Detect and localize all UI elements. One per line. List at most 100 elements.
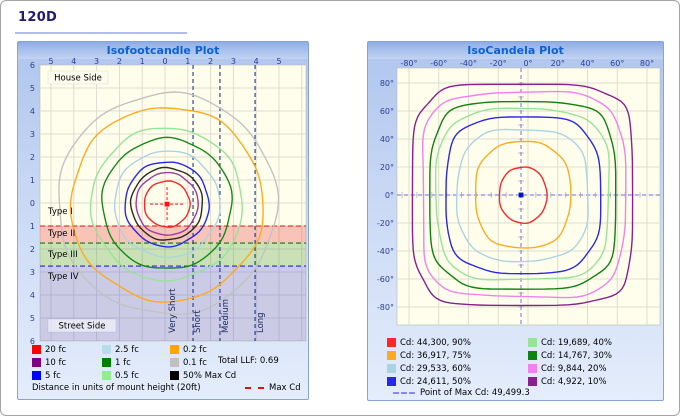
legend-item: 20 fc — [32, 344, 66, 355]
legend-item: 1 fc — [102, 357, 131, 368]
street-side-label: Street Side — [59, 322, 106, 332]
x-tick-label: 80° — [640, 59, 654, 68]
y-tick-label: 3 — [30, 130, 35, 139]
isofootcandle-panel-title: Isofootcandle Plot — [18, 42, 308, 59]
contour-30pct — [429, 100, 617, 290]
contour-1-fc — [101, 136, 233, 269]
legend-swatch — [528, 377, 537, 386]
contour-10-fc — [135, 171, 199, 236]
legend-item: Cd: 44,300, 90% — [387, 337, 471, 348]
legend-item: 50% Max Cd — [170, 370, 236, 381]
legend-label: Cd: 4,922, 10% — [541, 376, 607, 387]
legend-label: Cd: 44,300, 90% — [400, 337, 471, 348]
page-title: 120D — [18, 10, 58, 25]
y-tick-label: 5 — [30, 314, 35, 323]
y-tick-label: 0° — [385, 191, 394, 200]
y-tick-label: 3 — [30, 268, 35, 277]
total-llf-value: Total LLF: 0.69 — [218, 356, 279, 366]
contour-20pct — [422, 90, 627, 299]
y-tick-label: 5 — [30, 84, 35, 93]
throw-zone-label: Medium — [221, 299, 231, 333]
legend-label: Cd: 14,767, 30% — [541, 350, 612, 361]
contour-50pct — [445, 116, 602, 275]
house-side-box — [47, 70, 109, 85]
legend-swatch — [102, 371, 111, 380]
x-tick-label: 2 — [117, 57, 122, 66]
legend-item: Cd: 24,611, 50% — [387, 376, 471, 387]
legend-label: 0.1 fc — [183, 357, 207, 368]
y-tick-label: 2 — [30, 153, 35, 162]
contour-90pct — [498, 166, 548, 224]
y-tick-label: 1 — [30, 222, 35, 231]
y-tick-label: 4 — [30, 291, 35, 300]
isofootcandle-legend: Total LLF: 0.69 Distance in units of mou… — [18, 342, 308, 398]
contour-0.2-fc — [69, 107, 264, 303]
y-tick-label: 40° — [380, 135, 394, 144]
legend-swatch — [170, 371, 179, 380]
distance-units-note: Distance in units of mount height (20ft) — [32, 383, 201, 393]
isocandela-contours — [411, 83, 634, 307]
legend-label: Cd: 19,689, 40% — [541, 337, 612, 348]
y-tick-label: 6 — [30, 61, 35, 70]
contour-60pct — [455, 128, 589, 263]
isofootcandle-chart: House Side Street Side Type I Type II Type I… — [30, 57, 307, 346]
point-of-max-cd-dash-sample — [393, 392, 415, 394]
x-tick-label: 60° — [610, 59, 624, 68]
y-tick-label: -60° — [377, 275, 394, 284]
legend-swatch — [528, 338, 537, 347]
street-side-box — [47, 318, 117, 333]
max-cd-marker — [164, 201, 170, 207]
x-tick-label: -40° — [460, 59, 477, 68]
house-side-label: House Side — [54, 74, 102, 84]
isofootcandle-contours — [58, 91, 280, 315]
x-tick-label: 20° — [551, 59, 565, 68]
throw-zone-label: Long — [256, 312, 266, 333]
max-cd-dash-sample — [245, 387, 264, 389]
contour-0.1-fc — [58, 91, 280, 315]
legend-swatch — [102, 345, 111, 354]
x-tick-label: 40° — [580, 59, 594, 68]
legend-label: 0.2 fc — [183, 344, 207, 355]
legend-swatch — [387, 351, 396, 360]
contour-10pct — [411, 83, 634, 307]
legend-item: 0.1 fc — [170, 357, 207, 368]
legend-swatch — [170, 358, 179, 367]
legend-label: 1 fc — [115, 357, 131, 368]
x-tick-label: 3 — [94, 57, 99, 66]
contour-50-max-cd — [129, 166, 204, 241]
legend-swatch — [102, 358, 111, 367]
x-tick-label: 1 — [185, 57, 190, 66]
legend-swatch — [170, 345, 179, 354]
legend-label: 2.5 fc — [115, 344, 139, 355]
y-tick-label: 4 — [30, 107, 35, 116]
contour-0.5-fc — [89, 127, 243, 282]
y-tick-label: 2 — [30, 245, 35, 254]
throw-zone-label: Short — [193, 310, 203, 333]
legend-label: 50% Max Cd — [183, 370, 237, 381]
contour-2.5-fc — [114, 150, 221, 259]
y-tick-label: -80° — [377, 303, 394, 312]
y-tick-label: 6 — [30, 337, 35, 346]
grid — [40, 65, 306, 341]
contour-40pct — [434, 107, 610, 281]
legend-label: Cd: 36,917, 75% — [400, 350, 471, 361]
x-tick-label: 2 — [208, 57, 213, 66]
legend-item: 0.5 fc — [102, 370, 139, 381]
legend-swatch — [387, 364, 396, 373]
legend-label: Cd: 29,533, 60% — [400, 363, 471, 374]
isocandela-panel: IsoCandela Plot -80° -60° -40° -20° 0° 20° 40°… — [367, 41, 664, 401]
legend-label: Cd: 9,844, 20% — [541, 363, 607, 374]
legend-label: 10 fc — [45, 357, 67, 368]
x-tick-label: 4 — [71, 57, 76, 66]
legend-swatch — [387, 338, 396, 347]
type-zone-label: Type I — [47, 207, 73, 217]
y-tick-label: -20° — [377, 219, 394, 228]
isofootcandle-panel: Isofootcandle Plot House Side Street Side… — [17, 41, 309, 400]
legend-item: 2.5 fc — [102, 344, 139, 355]
legend-label: 5 fc — [45, 370, 61, 381]
legend-item: Cd: 9,844, 20% — [528, 363, 607, 374]
legend-swatch — [32, 345, 41, 354]
isocandela-panel-title: IsoCandela Plot — [368, 42, 663, 59]
point-of-max-cd-note: Point of Max Cd: 49,499.3 — [420, 388, 530, 398]
